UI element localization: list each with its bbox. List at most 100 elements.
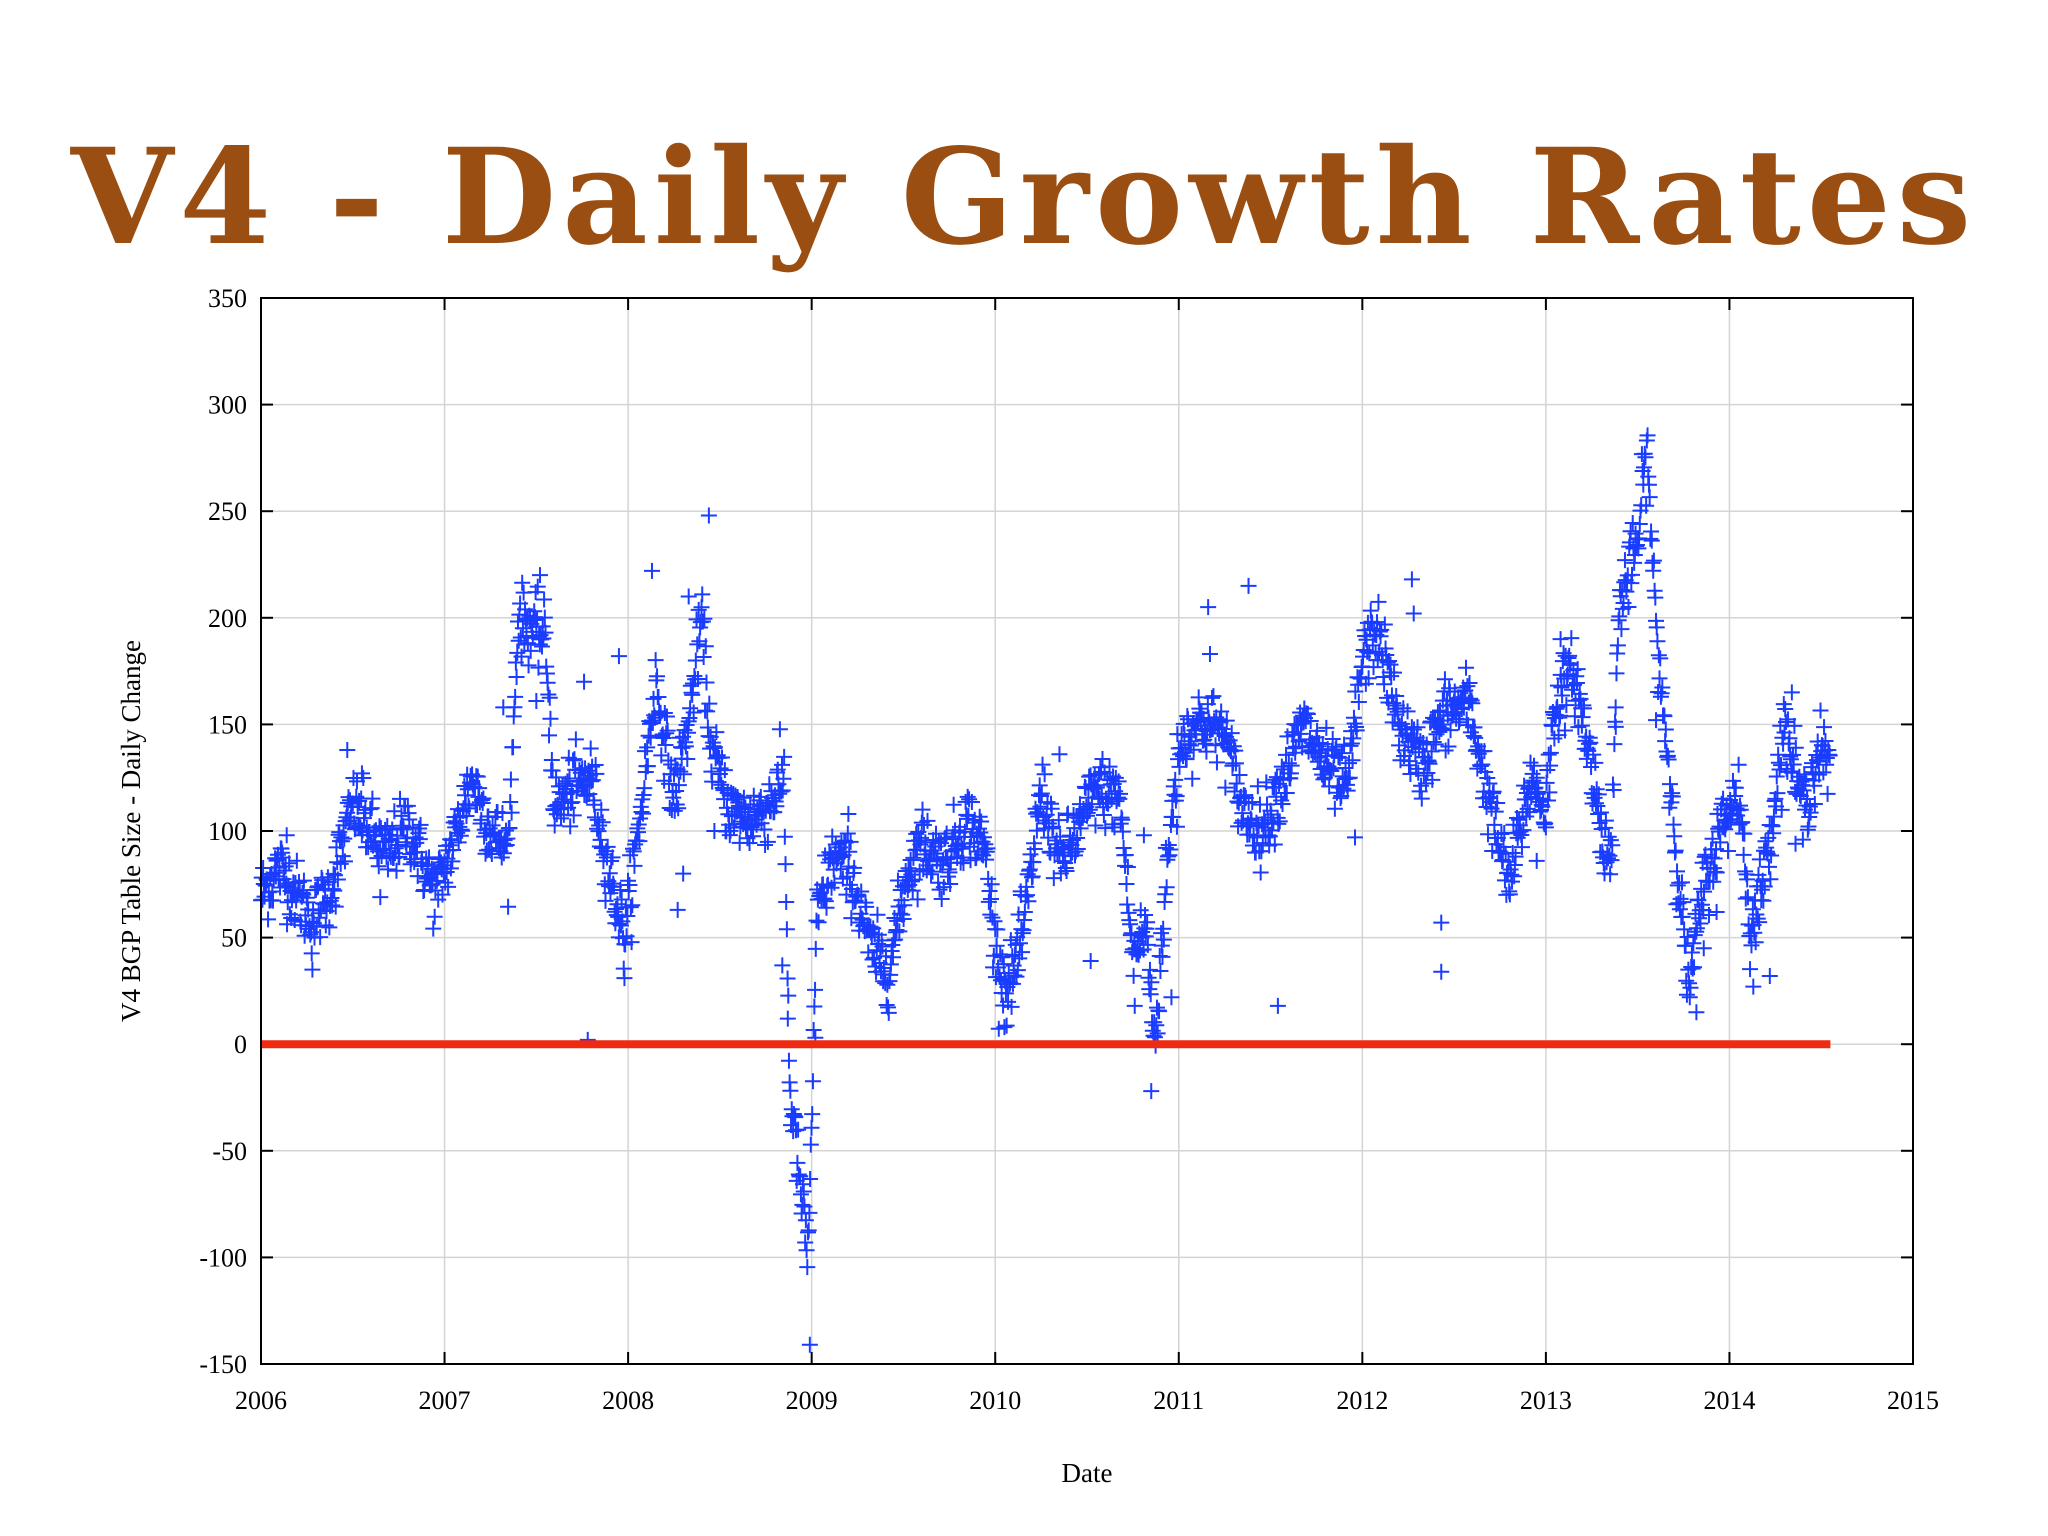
data-point bbox=[1745, 978, 1762, 995]
y-tick-label: 0 bbox=[234, 1030, 247, 1059]
data-point bbox=[1777, 714, 1794, 731]
data-point bbox=[878, 996, 895, 1013]
data-point bbox=[1112, 785, 1129, 802]
data-point bbox=[1654, 679, 1671, 696]
data-point bbox=[776, 748, 793, 765]
data-point bbox=[1763, 847, 1780, 864]
data-point bbox=[372, 889, 389, 906]
data-point bbox=[1474, 756, 1491, 773]
data-point bbox=[699, 703, 716, 720]
data-point bbox=[659, 722, 676, 739]
x-tick-label: 2008 bbox=[602, 1386, 654, 1415]
data-point bbox=[759, 833, 776, 850]
data-point bbox=[1064, 831, 1081, 848]
data-point bbox=[1011, 935, 1028, 952]
data-point bbox=[1540, 746, 1557, 763]
data-point bbox=[1033, 785, 1050, 802]
data-point bbox=[1058, 862, 1075, 879]
data-point bbox=[1370, 593, 1387, 610]
data-point bbox=[514, 620, 531, 637]
data-point bbox=[1600, 850, 1617, 867]
data-point bbox=[602, 885, 619, 902]
data-point bbox=[1616, 552, 1633, 569]
data-point bbox=[790, 1121, 807, 1138]
data-point bbox=[1004, 948, 1021, 965]
data-point bbox=[806, 998, 823, 1015]
data-point bbox=[1119, 896, 1136, 913]
data-point bbox=[923, 842, 940, 859]
data-point bbox=[1585, 746, 1602, 763]
data-point bbox=[1154, 948, 1171, 965]
data-point bbox=[1431, 723, 1448, 740]
data-point bbox=[905, 849, 922, 866]
data-point bbox=[1794, 831, 1811, 848]
data-point bbox=[669, 901, 686, 918]
data-point bbox=[1481, 775, 1498, 792]
data-point bbox=[1442, 722, 1459, 739]
data-point bbox=[1719, 814, 1736, 831]
data-point bbox=[450, 834, 467, 851]
data-point bbox=[1712, 834, 1729, 851]
data-point bbox=[536, 609, 553, 626]
data-point bbox=[850, 887, 867, 904]
data-point bbox=[509, 644, 526, 661]
data-point bbox=[1342, 737, 1359, 754]
data-point bbox=[1369, 614, 1386, 631]
data-point bbox=[287, 875, 304, 892]
data-point bbox=[1376, 616, 1393, 633]
data-point bbox=[1759, 845, 1776, 862]
data-point bbox=[334, 833, 351, 850]
data-point bbox=[611, 915, 628, 932]
data-point bbox=[1436, 671, 1453, 688]
data-point bbox=[1157, 839, 1174, 856]
data-point bbox=[387, 840, 404, 857]
data-point bbox=[1593, 820, 1610, 837]
data-point bbox=[1052, 828, 1069, 845]
data-point bbox=[1376, 676, 1393, 693]
data-point bbox=[1148, 999, 1165, 1016]
data-point bbox=[277, 858, 294, 875]
data-point bbox=[818, 899, 835, 916]
data-point bbox=[1051, 746, 1068, 763]
data-point bbox=[616, 970, 633, 987]
data-point bbox=[982, 906, 999, 923]
data-point bbox=[336, 830, 353, 847]
data-point bbox=[1335, 780, 1352, 797]
data-point bbox=[603, 853, 620, 870]
data-point bbox=[1537, 819, 1554, 836]
data-point bbox=[1540, 792, 1557, 809]
data-point bbox=[1685, 935, 1702, 952]
data-point bbox=[933, 891, 950, 908]
data-point bbox=[1330, 748, 1347, 765]
data-point bbox=[839, 868, 856, 885]
data-point bbox=[1761, 967, 1778, 984]
data-point bbox=[1675, 894, 1692, 911]
data-point bbox=[1080, 789, 1097, 806]
data-point bbox=[1158, 879, 1175, 896]
data-point bbox=[1231, 767, 1248, 784]
data-point bbox=[914, 801, 931, 818]
data-point bbox=[1762, 871, 1779, 888]
data-point bbox=[1528, 769, 1545, 786]
data-point bbox=[1346, 715, 1363, 732]
data-point bbox=[1682, 979, 1699, 996]
data-point bbox=[1546, 730, 1563, 747]
data-point bbox=[1139, 914, 1156, 931]
data-point bbox=[283, 909, 300, 926]
data-point bbox=[1062, 827, 1079, 844]
data-point bbox=[486, 824, 503, 841]
data-point bbox=[1485, 783, 1502, 800]
data-point bbox=[502, 771, 519, 788]
data-point bbox=[1429, 704, 1446, 721]
y-tick-label: 250 bbox=[208, 497, 247, 526]
data-point bbox=[1149, 1025, 1166, 1042]
data-point bbox=[680, 588, 697, 605]
data-point bbox=[919, 812, 936, 829]
data-point bbox=[1597, 812, 1614, 829]
data-point bbox=[1731, 816, 1748, 833]
data-point bbox=[1409, 719, 1426, 736]
data-point bbox=[701, 695, 718, 712]
data-point bbox=[501, 819, 518, 836]
data-point bbox=[1367, 645, 1384, 662]
data-point bbox=[637, 743, 654, 760]
